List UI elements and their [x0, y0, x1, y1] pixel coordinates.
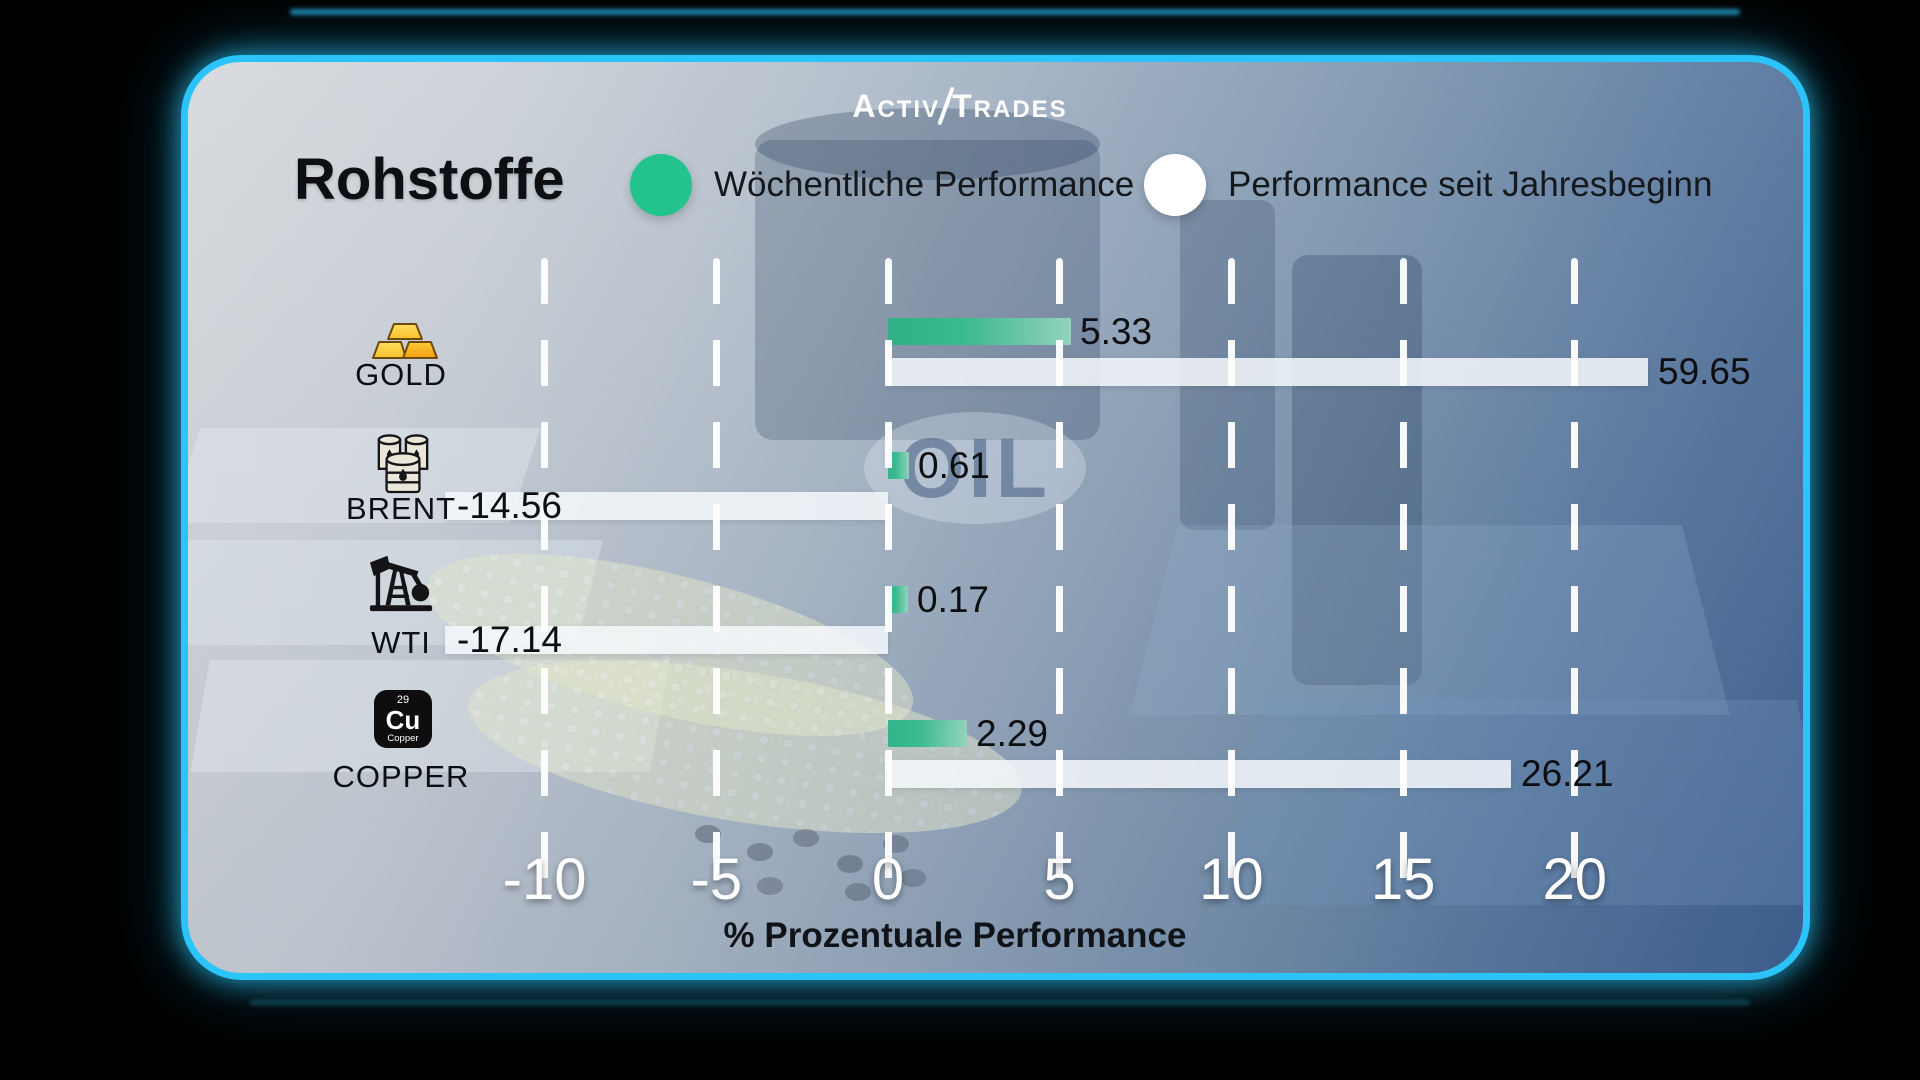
copper-symbol: Cu	[385, 704, 421, 735]
gridline-dashed	[1399, 258, 1407, 906]
weekly-bar	[888, 452, 909, 479]
x-tick: 10	[1199, 847, 1264, 912]
gridline-dashed	[1227, 258, 1235, 906]
copper-name: Copper	[387, 732, 419, 744]
ytd-bar	[445, 626, 888, 654]
ytd-legend-dot-icon	[1144, 154, 1206, 216]
weekly-value: 2.29	[976, 713, 1049, 754]
page-title: Rohstoffe	[294, 147, 565, 212]
ytd-bar	[888, 358, 1648, 386]
weekly-value: 5.33	[1080, 311, 1153, 352]
x-axis-title: % Prozentuale Performance	[723, 916, 1187, 955]
logo-part-2: Trades	[952, 88, 1068, 124]
weekly-legend-dot-icon	[630, 154, 692, 216]
gridline-dashed	[712, 258, 720, 906]
oil-barrels-icon	[374, 430, 432, 501]
weekly-value: 0.17	[917, 579, 990, 620]
gridline-dashed	[1571, 258, 1579, 906]
copper-atomic-number: 29	[396, 693, 410, 706]
ytd-value: -14.56	[457, 485, 562, 526]
category-label: BRENT	[345, 491, 457, 526]
commodity-row: GOLD 5.33 59.65	[188, 62, 1803, 973]
logo-part-1: Activ	[852, 88, 941, 124]
ytd-bar	[888, 760, 1511, 788]
commodity-row: WTI 0.17 -17.14	[188, 62, 1803, 973]
legend-ytd-label: Performance seit Jahresbeginn	[1228, 165, 1713, 204]
x-tick: 15	[1370, 847, 1436, 912]
ingot-shape	[1220, 700, 1803, 905]
category-label: COPPER	[332, 759, 470, 794]
cyan-glow-top	[290, 9, 1740, 15]
chart-panel: OIL Activ Trades Rohstoffe Wöchentliche P…	[181, 55, 1810, 980]
x-tick: -10	[502, 847, 587, 912]
oil-watermark-text: OIL	[899, 420, 1051, 515]
weekly-bar	[888, 586, 908, 613]
legend-ytd: Performance seit Jahresbeginn	[1144, 154, 1712, 216]
legend-weekly: Wöchentliche Performance	[630, 154, 1134, 216]
weekly-value: 0.61	[918, 445, 991, 486]
ytd-value: -17.14	[457, 619, 562, 660]
category-label: GOLD	[355, 357, 447, 392]
oil-barrel-shape	[755, 140, 1100, 440]
x-tick: 20	[1542, 847, 1608, 912]
weekly-bar	[888, 318, 1071, 345]
gridline-dashed	[541, 258, 549, 906]
oil-barrel-shape	[755, 108, 1100, 180]
ytd-value: 26.21	[1521, 753, 1614, 794]
copper-element-icon: 29 Cu Copper	[374, 690, 432, 748]
gridline-dashed	[1056, 258, 1064, 906]
oil-pump-jack-icon	[368, 548, 434, 619]
category-label: WTI	[371, 625, 431, 660]
commodity-row: BRENT 0.61 -14.56	[188, 62, 1803, 973]
cyan-glow-bottom	[250, 1000, 1750, 1005]
x-tick: 0	[871, 847, 905, 912]
x-tick: 5	[1043, 847, 1076, 912]
ingot-shape	[1130, 525, 1730, 715]
legend-weekly-label: Wöchentliche Performance	[714, 165, 1135, 204]
x-tick: -5	[690, 847, 743, 912]
commodity-row: 29 Cu Copper COPPER 2.29 26.21	[188, 62, 1803, 973]
ytd-bar	[445, 492, 888, 520]
activtrades-logo: Activ Trades	[188, 86, 1803, 126]
gold-bars-icon	[372, 320, 438, 367]
weekly-bar	[888, 720, 967, 747]
ytd-value: 59.65	[1658, 351, 1751, 392]
gridline-dashed	[884, 258, 892, 906]
